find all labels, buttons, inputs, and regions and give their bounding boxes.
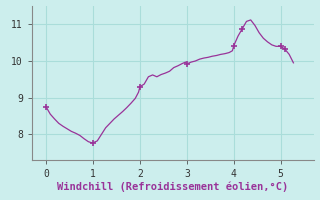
X-axis label: Windchill (Refroidissement éolien,°C): Windchill (Refroidissement éolien,°C) <box>57 182 288 192</box>
